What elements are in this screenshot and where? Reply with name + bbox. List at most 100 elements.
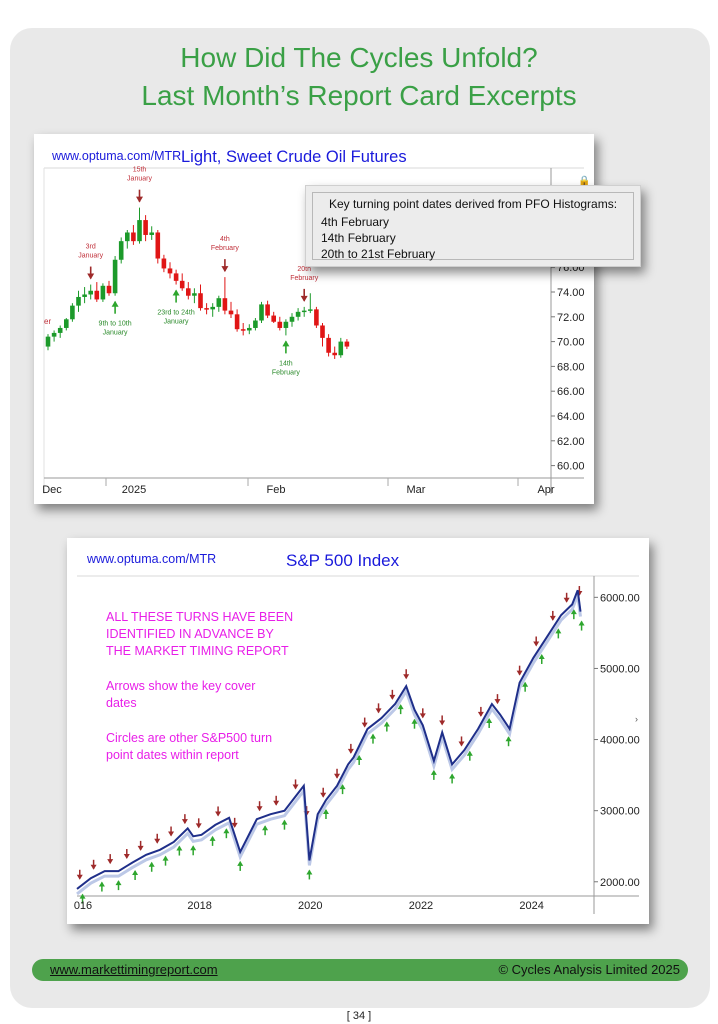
y-tick-label: 2000.00	[600, 877, 640, 889]
bottom-annotation-label: January	[103, 330, 128, 337]
candle-body	[265, 304, 270, 316]
arrow-up-icon	[466, 750, 473, 756]
arrow-down-icon	[256, 806, 263, 812]
arrow-up-icon	[79, 893, 86, 899]
arrow-up-icon	[449, 773, 456, 779]
x-tick-label: 2018	[187, 900, 211, 912]
y-tick-label: 72.00	[557, 312, 585, 324]
top-annotation-label: 20th	[297, 266, 311, 273]
x-tick-label: 2020	[298, 900, 322, 912]
sp500-source-label: www.optuma.com/MTR	[86, 552, 216, 566]
crude-oil-chart: www.optuma.com/MTR Light, Sweet Crude Oi…	[42, 148, 590, 496]
y-tick-label: 68.00	[557, 361, 585, 373]
arrow-up-icon	[356, 754, 363, 760]
candle-body	[216, 298, 222, 307]
x-tick-label: 2024	[519, 900, 543, 912]
arrow-down-icon	[477, 711, 484, 717]
candle-body	[338, 341, 344, 356]
arrow-down-icon	[107, 859, 114, 865]
x-tick-label: Mar	[407, 484, 426, 496]
y-tick-label: 66.00	[557, 386, 585, 398]
page-title-line-1: How Did The Cycles Unfold?	[180, 42, 538, 73]
arrow-down-icon	[76, 874, 83, 880]
top-annotation-label: January	[78, 253, 103, 260]
candle-body	[106, 285, 112, 294]
arrow-down-icon	[334, 773, 341, 779]
arrow-up-icon	[411, 718, 418, 724]
x-tick-label: Dec	[42, 484, 62, 496]
footer-website-link[interactable]: www.markettimingreport.com	[50, 962, 218, 977]
arrow-up-icon	[115, 880, 122, 886]
arrow-down-icon	[137, 845, 144, 851]
arrow-down-icon	[533, 641, 540, 647]
sp500-note-line: point dates within report	[106, 748, 239, 762]
candle-body	[76, 296, 81, 306]
candle-body	[88, 290, 93, 295]
arrow-up-icon	[578, 620, 585, 626]
arrow-up-icon	[132, 870, 139, 876]
candle-body	[259, 304, 264, 321]
sp500-note-line: dates	[106, 696, 137, 710]
arrow-up-icon	[430, 769, 437, 775]
candle-body	[118, 241, 124, 260]
candle-body	[289, 316, 295, 322]
candle-body	[64, 319, 69, 328]
arrow-up-icon	[522, 681, 529, 687]
arrow-down-icon	[273, 800, 280, 806]
candle-body	[240, 329, 246, 331]
sp500-note-line: THE MARKET TIMING REPORT	[106, 644, 289, 658]
candle-body	[149, 232, 154, 235]
candle-body	[131, 232, 136, 242]
candle-body	[314, 309, 319, 326]
arrow-down-icon	[87, 273, 95, 280]
candle-body	[344, 341, 350, 347]
arrow-up-icon	[505, 736, 512, 742]
sp500-price-line	[76, 589, 582, 890]
legend-heading: Key turning point dates derived from PFO…	[328, 197, 618, 211]
candle-body	[186, 288, 191, 296]
candle-body	[234, 314, 240, 330]
arrow-up-icon	[237, 860, 244, 866]
candle-body	[253, 320, 258, 328]
top-annotation-label: February	[290, 275, 319, 282]
candle-body	[198, 293, 203, 309]
candle-body	[161, 258, 167, 269]
arrow-up-icon	[111, 300, 119, 307]
candle-body	[125, 232, 130, 242]
arrow-down-icon	[90, 864, 97, 870]
candle-body	[228, 310, 234, 315]
arrow-up-icon	[223, 828, 230, 834]
y-tick-label: 70.00	[557, 337, 585, 349]
y-tick-label: 4000.00	[600, 735, 640, 747]
candle-body	[143, 220, 148, 235]
footer-copyright: © Cycles Analysis Limited 2025	[498, 962, 680, 977]
arrow-up-icon	[162, 855, 169, 861]
arrow-up-icon	[148, 861, 155, 867]
candle-body	[100, 285, 106, 300]
legend-item: 14th February	[321, 231, 396, 245]
arrow-down-icon	[154, 838, 161, 844]
page-title-line-2: Last Month’s Report Card Excerpts	[141, 80, 577, 111]
arrow-up-icon	[306, 869, 313, 875]
arrow-up-icon	[397, 704, 404, 710]
arrow-down-icon	[195, 823, 202, 829]
bottom-annotation-label: 9th to 10th	[99, 321, 132, 328]
candle-body	[137, 220, 142, 242]
y-tick-label: 64.00	[557, 411, 585, 423]
candle-body	[247, 327, 252, 331]
arrow-down-icon	[292, 784, 299, 790]
candle-body	[277, 321, 283, 328]
legend-item: 20th to 21st February	[321, 247, 436, 261]
chevron-right-icon[interactable]: ›	[635, 714, 638, 724]
page-number: [ 34 ]	[346, 1010, 372, 1022]
top-annotation-label: 3rd	[86, 244, 96, 251]
bottom-annotation-label: 14th	[279, 360, 293, 367]
arrow-up-icon	[281, 819, 288, 825]
arrow-down-icon	[215, 811, 222, 817]
bottom-annotation-label: February	[272, 369, 301, 376]
y-tick-label: 62.00	[557, 436, 585, 448]
turning-points-legend-inner: Key turning point dates derived from PFO…	[312, 192, 634, 261]
arrow-up-icon	[98, 881, 105, 887]
lock-icon[interactable]: 🔒	[578, 175, 590, 187]
candle-body	[94, 290, 100, 300]
